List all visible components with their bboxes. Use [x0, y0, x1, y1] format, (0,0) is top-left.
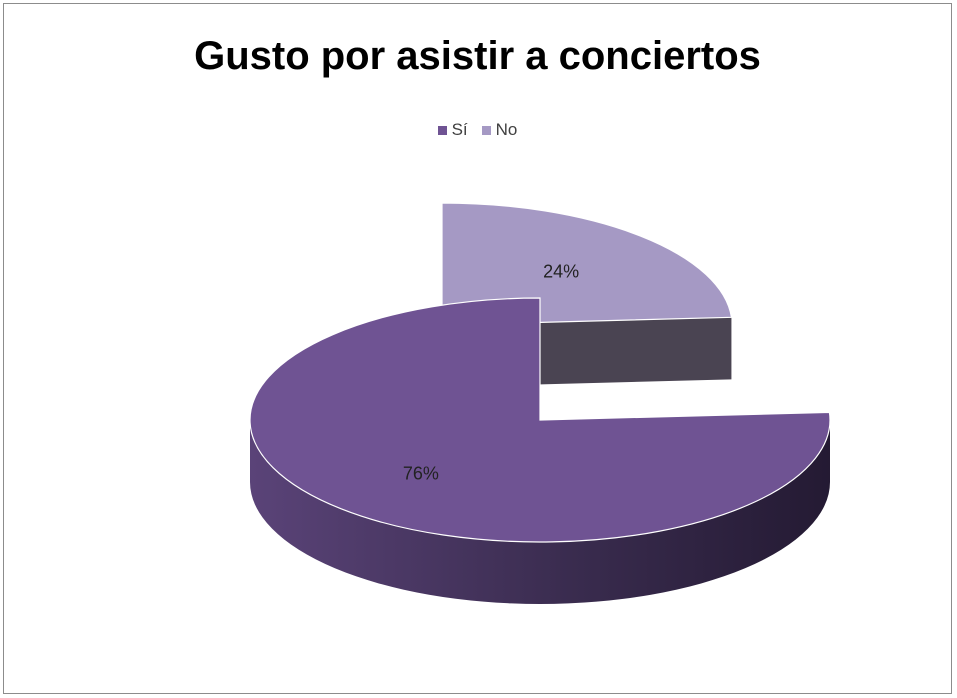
pie-slice-top — [441, 202, 733, 326]
chart-title: Gusto por asistir a conciertos — [194, 34, 761, 78]
pie-label-no: 24% — [543, 262, 579, 282]
legend: Sí No — [4, 120, 951, 140]
legend-item-no: No — [481, 120, 518, 140]
pie-slice-side — [250, 420, 830, 604]
legend-item-si: Sí — [437, 120, 468, 140]
legend-label-no: No — [495, 120, 518, 139]
pie-slice-top — [249, 297, 831, 543]
legend-swatch-si — [437, 125, 447, 135]
pie-slice-si: 76% — [249, 297, 831, 604]
pie-label-si: 76% — [403, 463, 439, 483]
legend-label-si: Sí — [451, 120, 468, 139]
legend-swatch-no — [481, 125, 491, 135]
